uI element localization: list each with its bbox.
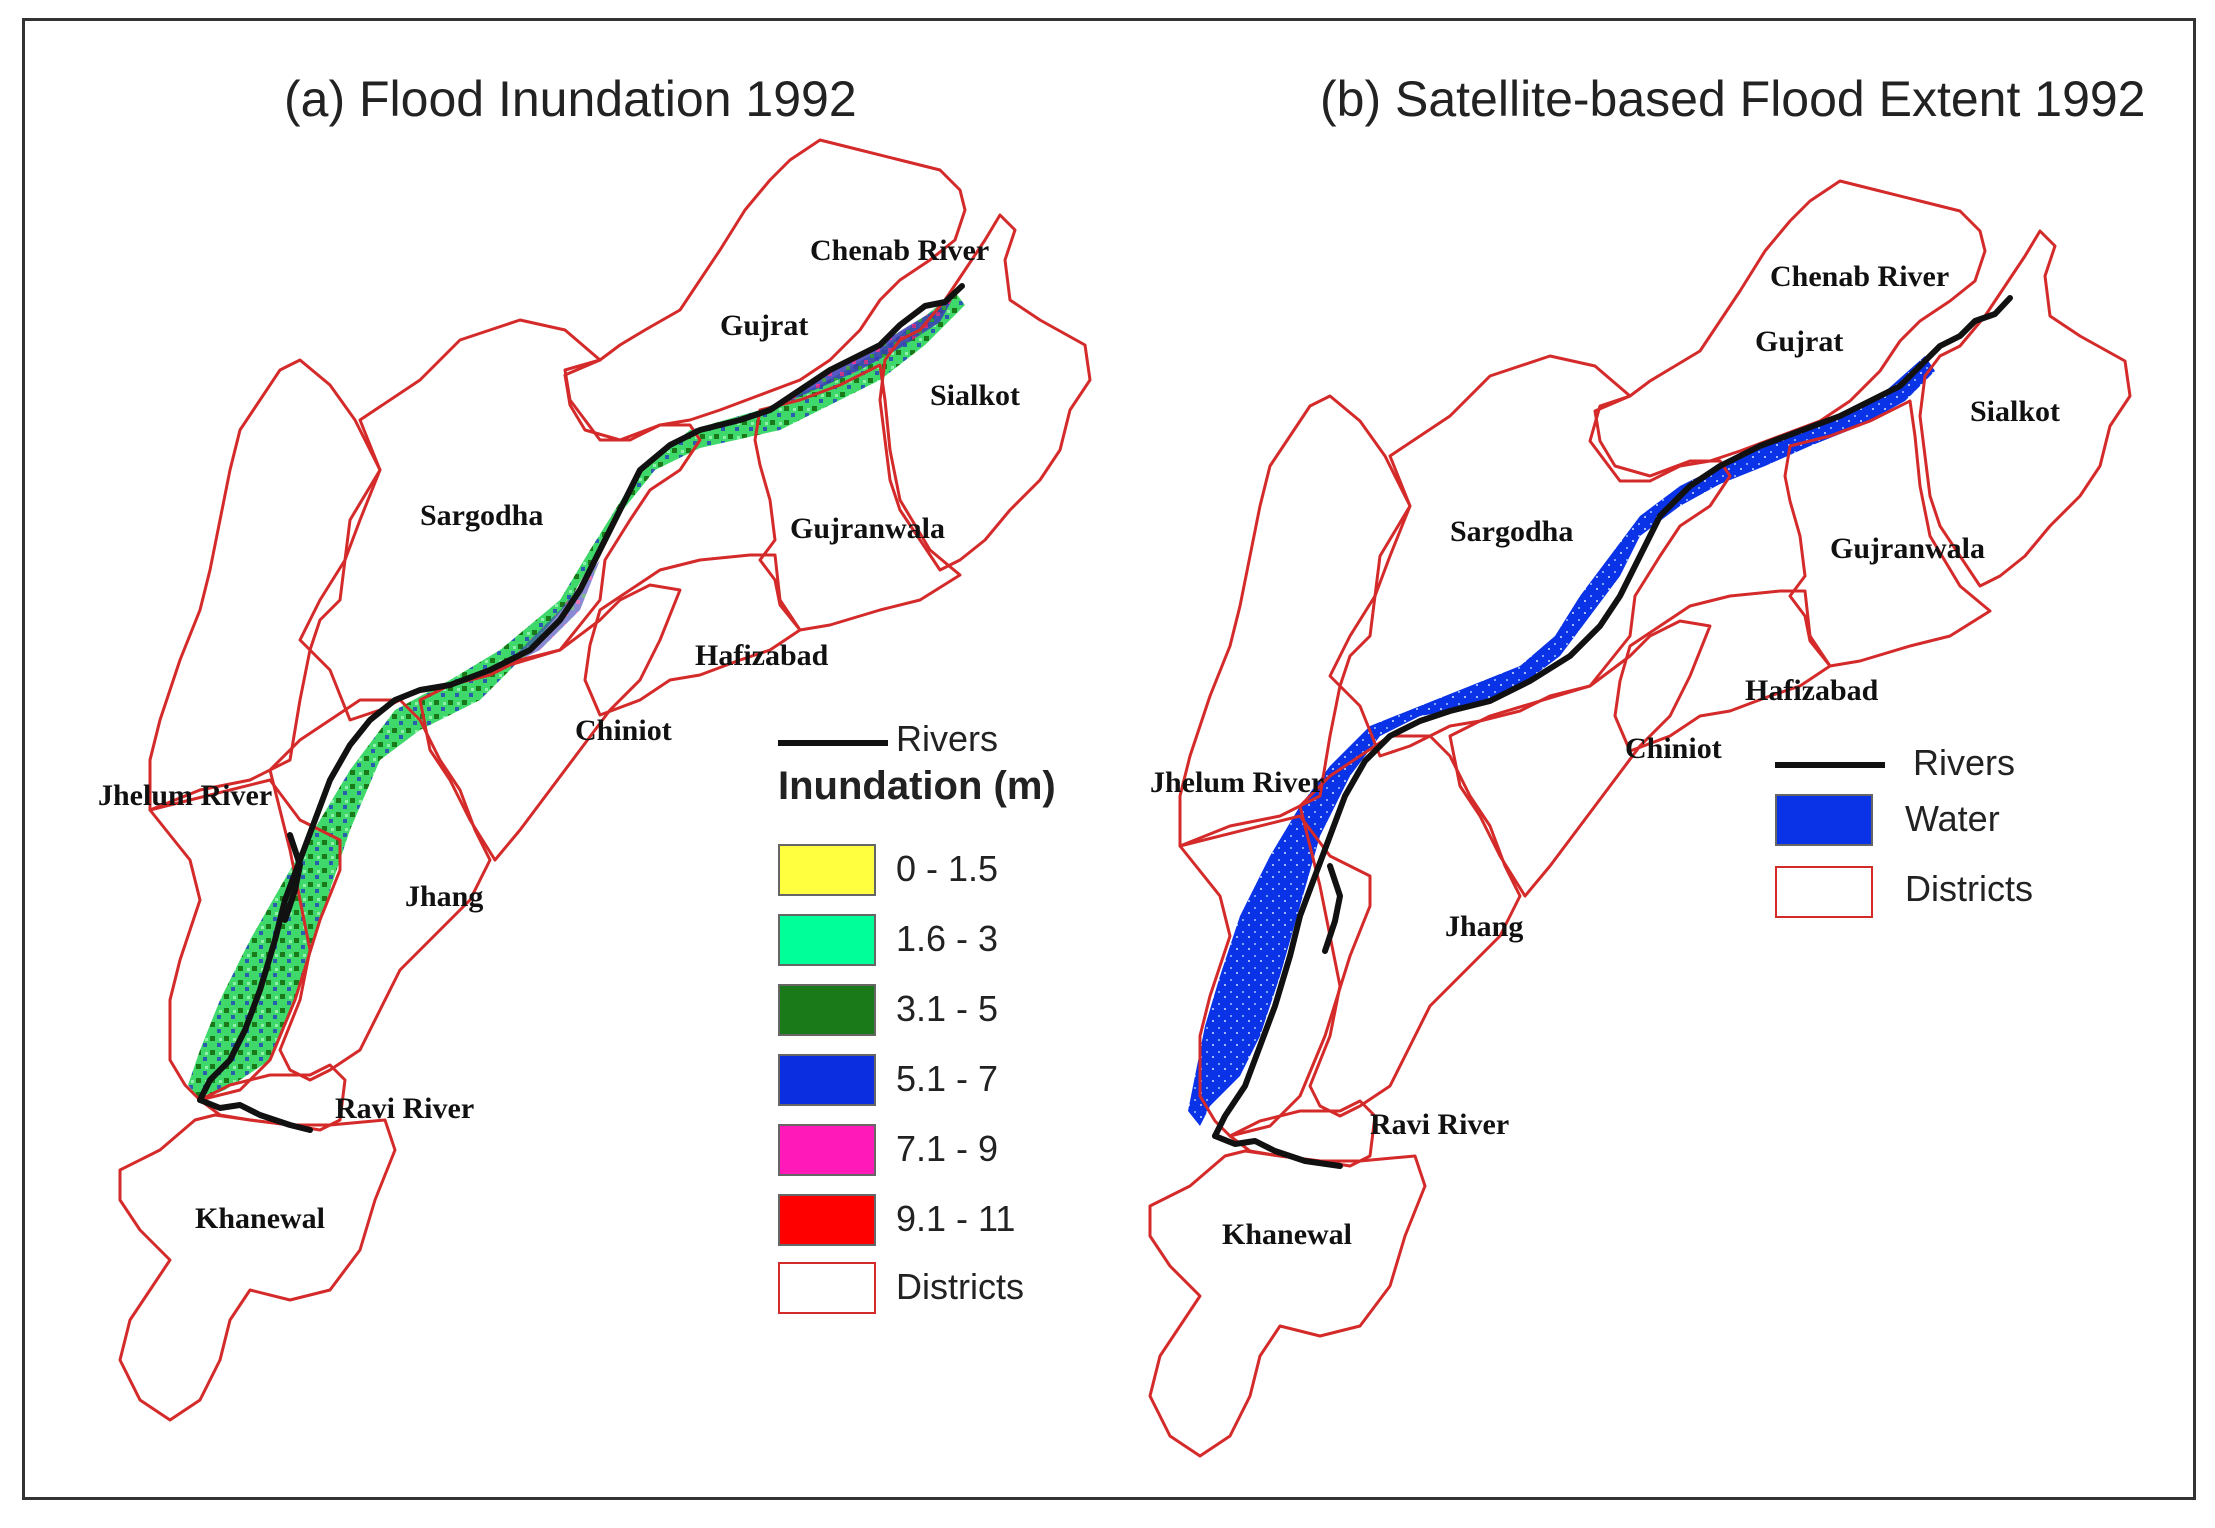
panel-b-title: (b) Satellite-based Flood Extent 1992 bbox=[1320, 71, 2146, 127]
jhelum-river-a bbox=[282, 832, 303, 923]
legend-b-water-swatch bbox=[1775, 794, 1873, 846]
legend-a-class-label: 1.6 - 3 bbox=[896, 918, 999, 959]
district-outer-west-a bbox=[148, 778, 342, 1102]
legend-a-class-swatch bbox=[778, 844, 876, 896]
label-jhelum-river-b: Jhelum River bbox=[1150, 766, 1324, 799]
legend-a-districts-swatch bbox=[778, 1262, 876, 1314]
label-hafizabad-b: Hafizabad bbox=[1745, 674, 1879, 707]
water-extent-b bbox=[1188, 356, 1935, 1126]
map-a: Chenab River Gujrat Sialkot Sargodha Guj… bbox=[98, 138, 1092, 1422]
label-khanewal-b: Khanewal bbox=[1222, 1218, 1352, 1251]
district-khanewal-a bbox=[118, 1113, 397, 1422]
label-jhelum-river-a: Jhelum River bbox=[98, 779, 272, 812]
label-ravi-river-b: Ravi River bbox=[1370, 1108, 1509, 1141]
district-hafizabad-b bbox=[1613, 589, 1832, 753]
label-chenab-river-b: Chenab River bbox=[1770, 260, 1949, 293]
label-chenab-river-a: Chenab River bbox=[810, 234, 989, 267]
label-jhang-a: Jhang bbox=[405, 880, 483, 913]
chenab-river-b bbox=[1212, 295, 2013, 1139]
label-gujranwala-b: Gujranwala bbox=[1830, 532, 1985, 565]
label-jhang-b: Jhang bbox=[1445, 910, 1523, 943]
legend-a-class-swatch bbox=[778, 1194, 876, 1246]
label-khanewal-a: Khanewal bbox=[195, 1202, 325, 1235]
label-sialkot-b: Sialkot bbox=[1970, 395, 2060, 428]
legend-a-class-label: 0 - 1.5 bbox=[896, 848, 999, 889]
legend-b: Rivers Water Districts bbox=[1775, 742, 2075, 922]
label-chiniot-b: Chiniot bbox=[1625, 732, 1722, 765]
legend-a-class-swatch bbox=[778, 1054, 876, 1106]
district-gujranwala-b bbox=[1783, 399, 1992, 668]
label-sargodha-b: Sargodha bbox=[1450, 515, 1573, 548]
district-outer-west-b bbox=[1178, 814, 1372, 1138]
legend-a-class-label: 7.1 - 9 bbox=[896, 1128, 999, 1169]
legend-a-class-swatch bbox=[778, 984, 876, 1036]
ravi-river-a bbox=[197, 1097, 313, 1133]
label-ravi-river-a: Ravi River bbox=[335, 1092, 474, 1125]
panel-a-title: (a) Flood Inundation 1992 bbox=[284, 71, 857, 127]
chenab-river-a bbox=[197, 283, 965, 1103]
legend-a-class-swatch bbox=[778, 1124, 876, 1176]
district-khanewal-b bbox=[1148, 1149, 1427, 1458]
district-gujrat-a bbox=[563, 138, 967, 442]
label-hafizabad-a: Hafizabad bbox=[695, 639, 829, 672]
label-sialkot-a: Sialkot bbox=[930, 379, 1020, 412]
map-b: Chenab River Gujrat Sialkot Sargodha Guj… bbox=[1148, 179, 2132, 1458]
legend-a-class-swatch bbox=[778, 914, 876, 966]
ravi-river-b bbox=[1212, 1133, 1343, 1169]
label-gujrat-a: Gujrat bbox=[720, 309, 808, 342]
legend-b-river-line bbox=[1775, 762, 1885, 768]
label-chiniot-a: Chiniot bbox=[575, 714, 672, 747]
district-jhelum-a bbox=[148, 358, 382, 812]
inundation-extent-a bbox=[188, 292, 965, 1100]
legend-a-class-label: 5.1 - 7 bbox=[896, 1058, 999, 1099]
figure-frame bbox=[22, 18, 2196, 1500]
legend-b-districts-swatch bbox=[1775, 866, 1873, 918]
district-gujranwala-a bbox=[753, 363, 962, 632]
legend-b-districts-label: Districts bbox=[1905, 868, 2033, 909]
jhelum-river-b bbox=[1322, 863, 1343, 954]
label-gujranwala-a: Gujranwala bbox=[790, 512, 945, 545]
legend-a-rivers-label: Rivers bbox=[896, 718, 999, 759]
legend-b-rivers-label: Rivers bbox=[1913, 742, 2016, 783]
legend-a-class-label: 3.1 - 5 bbox=[896, 988, 999, 1029]
legend-a-class-label: 9.1 - 11 bbox=[896, 1198, 1016, 1239]
legend-a-river-line bbox=[778, 740, 888, 746]
legend-b-water-label: Water bbox=[1905, 798, 2000, 839]
district-hafizabad-a bbox=[583, 553, 802, 717]
district-gujrat-b bbox=[1588, 179, 1987, 483]
legend-a: Rivers Inundation (m) 0 - 1.5 1.6 - 3 3.1 … bbox=[778, 718, 1108, 1318]
label-gujrat-b: Gujrat bbox=[1755, 325, 1843, 358]
legend-a-heading: Inundation (m) bbox=[778, 764, 1056, 808]
district-jhelum-b bbox=[1178, 394, 1412, 848]
district-sialkot-b bbox=[1918, 229, 2132, 588]
legend-a-districts-label: Districts bbox=[896, 1266, 1024, 1307]
label-sargodha-a: Sargodha bbox=[420, 499, 543, 532]
